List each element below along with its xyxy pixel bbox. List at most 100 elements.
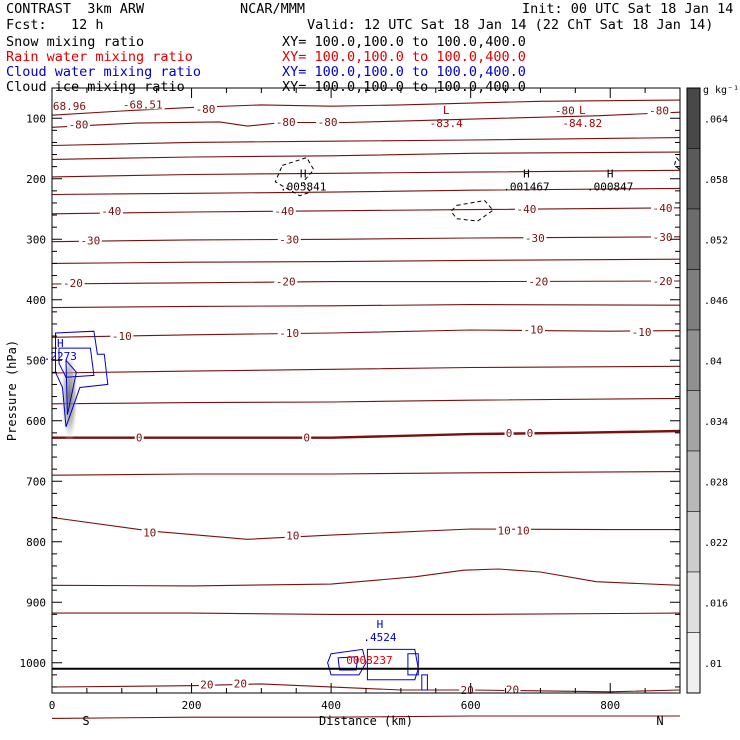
legend-cloudice-label: Cloud ice mixing ratio xyxy=(6,79,185,95)
isotherm-label: -30 xyxy=(653,231,673,244)
label-knockout xyxy=(277,233,301,245)
y-tick-label: 100 xyxy=(26,112,46,125)
extremum-value: .2273 xyxy=(44,350,77,363)
legend-snow-label: Snow mixing ratio xyxy=(6,34,145,50)
extremum-value: .001467 xyxy=(503,181,549,194)
isotherm-label: -30 xyxy=(525,232,545,245)
y-tick-label: 500 xyxy=(26,354,46,367)
isotherm-label: -30 xyxy=(279,233,299,246)
extremum-mark: H xyxy=(57,337,64,350)
label-knockout xyxy=(647,104,671,116)
isotherm-line xyxy=(51,111,681,128)
isotherm-label: -80 xyxy=(276,116,296,129)
extremum-mark: H xyxy=(523,168,530,181)
label-knockout xyxy=(277,327,301,339)
label-knockout xyxy=(525,426,535,438)
colorbar-swatch xyxy=(686,450,701,512)
isotherm-label: 20 xyxy=(234,677,247,690)
isotherm-label: 68.96 xyxy=(53,100,86,113)
cloud-water-contour xyxy=(366,648,419,681)
label-knockout xyxy=(99,204,123,216)
isotherm-label: -80 xyxy=(196,103,216,116)
legend-rain-label: Rain water mixing ratio xyxy=(6,49,193,65)
isotherm-line xyxy=(51,471,681,476)
isotherm-label: 10 xyxy=(143,527,156,540)
isotherm-label: -40 xyxy=(101,205,121,218)
colorbar-swatch xyxy=(686,269,701,331)
colorbar-tick-label: .01 xyxy=(704,659,722,670)
colorbar-tick-label: .058 xyxy=(704,175,728,186)
label-knockout xyxy=(274,275,298,287)
colorbar-frame xyxy=(686,87,701,694)
label-knockout xyxy=(120,98,165,110)
isotherm-label: 20 xyxy=(200,679,213,692)
isotherm-line xyxy=(51,329,681,338)
contour-labels: 68.96 -68.51 -80 -80 -80 -80 -80 -80 -40 -40 -40 -4… xyxy=(44,98,675,697)
isotherm-line xyxy=(52,612,681,615)
label-knockout xyxy=(521,323,545,335)
label-knockout xyxy=(50,100,88,112)
isotherm-line xyxy=(51,137,681,147)
y-tick-label: 800 xyxy=(26,536,46,549)
valid-time: Valid: 12 UTC Sat 18 Jan 14 (22 ChT Sat … xyxy=(307,17,714,33)
isotherm-label: -40 xyxy=(274,205,294,218)
isotherm-label: -20 xyxy=(276,276,296,289)
isotherm-label: 10 xyxy=(286,530,299,543)
isotherm-line xyxy=(51,169,681,178)
isotherm-label: -40 xyxy=(517,203,537,216)
cloud-water-contour xyxy=(65,358,77,415)
isotherm-label: -20 xyxy=(653,275,673,288)
colorbar-tick-label: .064 xyxy=(704,114,728,125)
isotherm-label: 10 xyxy=(516,524,529,537)
label-knockout xyxy=(302,431,312,443)
y-tick-label: 400 xyxy=(26,294,46,307)
label-knockout xyxy=(198,678,215,690)
label-knockout xyxy=(459,683,476,695)
label-knockout xyxy=(630,325,654,337)
plot-frame xyxy=(51,87,681,694)
cloud-ice-contour xyxy=(274,157,315,197)
cloud-water-contour xyxy=(327,648,367,676)
x-tick-label: 0 xyxy=(49,699,56,712)
isotherm-label: -10 xyxy=(632,326,652,339)
isotherm-line xyxy=(51,236,681,243)
label-knockout xyxy=(284,529,301,541)
forecast-hour: Fcst: 12 h xyxy=(6,17,104,33)
isotherm-label: -10 xyxy=(112,330,132,343)
label-knockout xyxy=(651,230,675,242)
label-knockout xyxy=(316,115,340,127)
isotherm-label: -20 xyxy=(528,276,548,289)
extremum-value: -84.82 xyxy=(562,117,602,130)
extremum-mark: H xyxy=(377,618,384,631)
label-knockout xyxy=(651,201,675,213)
label-knockout xyxy=(110,330,134,342)
label-knockout xyxy=(232,677,249,689)
y-axis-title: Pressure (hPa) xyxy=(5,340,19,441)
x-tick-label: 600 xyxy=(461,699,481,712)
label-knockout xyxy=(504,426,514,438)
isotherm-line xyxy=(51,99,681,116)
cloud-water-contour xyxy=(58,347,95,378)
isotherm-label: -80 xyxy=(649,104,669,117)
isotherm-label: -40 xyxy=(653,202,673,215)
y-tick-label: 1000 xyxy=(20,657,47,670)
label-knockout xyxy=(272,204,296,216)
label-knockout xyxy=(523,232,547,244)
extremum-value: -83.4 xyxy=(430,117,463,130)
label-knockout xyxy=(526,275,550,287)
isotherm-label: -68.51 xyxy=(123,98,163,111)
cloud-water-contour xyxy=(421,674,428,691)
isotherm-line xyxy=(51,187,681,196)
colorbar-swatch xyxy=(686,390,701,452)
colorbar-swatch xyxy=(686,208,701,270)
x-tick-label: 800 xyxy=(600,699,620,712)
isotherm-line xyxy=(51,365,681,374)
colorbar-tick-label: .016 xyxy=(704,598,728,609)
isotherm-label: -20 xyxy=(63,277,83,290)
colorbar-tick-label: .046 xyxy=(704,296,728,307)
colorbar-swatch xyxy=(686,511,701,573)
x-tick-label: 400 xyxy=(321,699,341,712)
extremum-mark: L xyxy=(579,104,586,117)
colorbar-swatch xyxy=(686,329,701,391)
